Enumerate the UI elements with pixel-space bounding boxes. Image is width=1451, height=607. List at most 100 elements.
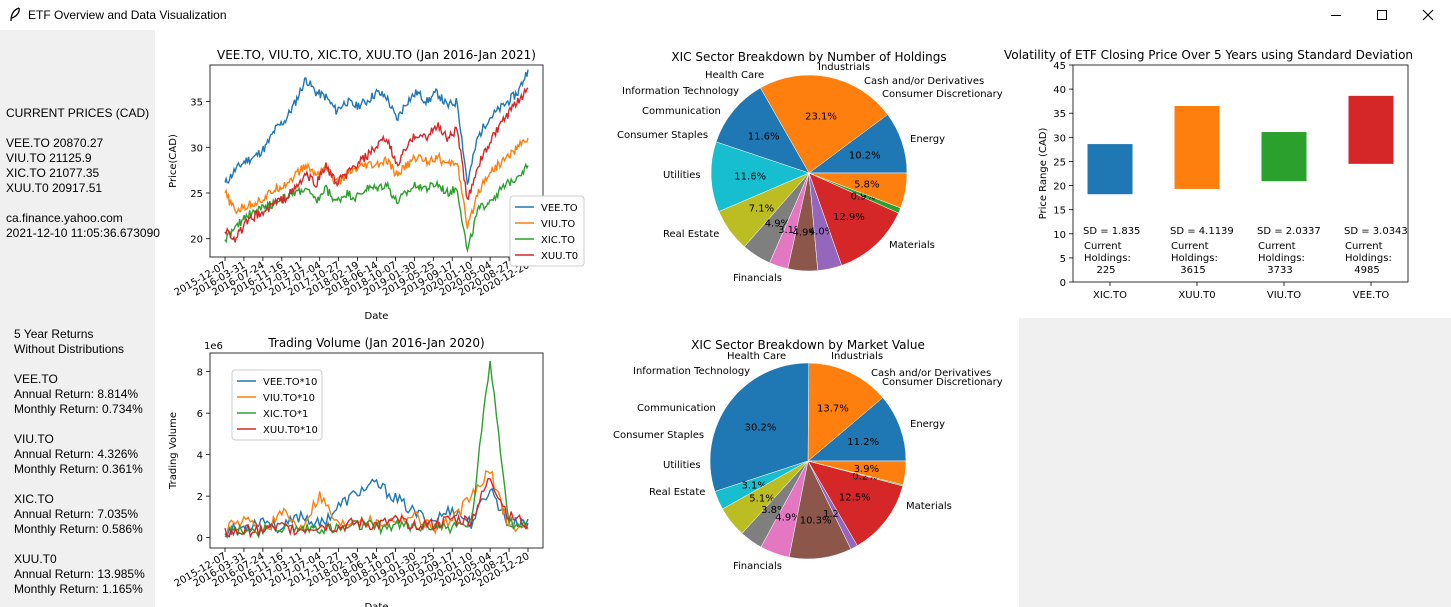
- pie-pct-label: 5.1%: [749, 494, 774, 505]
- pie-pct-label: 4.9%: [792, 228, 817, 239]
- x-tick-label: 2017-10-27: [286, 551, 342, 590]
- chart-title: Trading Volume (Jan 2016-Jan 2020): [267, 336, 484, 350]
- annual-return: Annual Return: 7.035%: [14, 507, 139, 521]
- pie-sector-label: Consumer Staples: [613, 430, 704, 441]
- pie-pct-label: 5.8%: [854, 180, 879, 191]
- legend-box: [509, 195, 585, 267]
- pie-slice-consumer-discretionary: [808, 172, 908, 209]
- volatility-bar-vee-to: [1348, 95, 1394, 164]
- holdings-value: 3615: [1180, 265, 1205, 276]
- monthly-return: Monthly Return: 0.361%: [14, 462, 143, 476]
- y-tick-label: 5: [1060, 254, 1066, 265]
- pie-pct-label: 3.1%: [778, 225, 803, 236]
- legend-box: [231, 369, 323, 441]
- plot-frame: [1072, 64, 1409, 283]
- pie-sector-label: Energy: [910, 134, 945, 145]
- x-tick-label: VEE.TO: [1353, 290, 1390, 301]
- pie-slice-financials: [715, 87, 810, 174]
- x-tick-label: 2018-10-07: [343, 260, 399, 299]
- holdings-label: Current: [1258, 241, 1296, 252]
- legend-label: VIU.TO*10: [263, 393, 315, 404]
- pie-sector-label: Industrials: [818, 62, 870, 73]
- series-line-xuu-t0: [224, 87, 529, 243]
- holdings-label: Holdings:: [1171, 253, 1218, 264]
- x-tick-label: XIC.TO: [1093, 290, 1127, 301]
- series-line-vee-to-10: [224, 478, 529, 539]
- pie-pct-label: 12.5%: [839, 493, 871, 504]
- return-name: XUU.T0: [14, 552, 57, 566]
- series-line-xic-to: [224, 162, 529, 254]
- pie-sector-label: Communication: [642, 106, 721, 117]
- pie-slice-energy: [808, 114, 908, 174]
- pie-sector-label: Communication: [637, 403, 716, 414]
- y-tick-label: 20: [1053, 182, 1066, 193]
- maximize-icon: [1377, 10, 1387, 20]
- series-line-viu-to: [224, 137, 529, 229]
- x-tick-label: 2016-07-24: [211, 551, 267, 590]
- legend-label: VEE.TO*10: [263, 377, 317, 388]
- pie-sector-label: Information Technology: [633, 366, 750, 377]
- y-tick-label: 20: [190, 235, 203, 246]
- price-line: VEE.TO 20870.27: [6, 136, 104, 150]
- x-tick-label: 2019-09-17: [400, 551, 456, 590]
- volatility-bar-viu-to: [1261, 132, 1307, 182]
- holdings-label: Current: [1345, 241, 1383, 252]
- pie-sector-label: Industrials: [831, 351, 883, 362]
- pie-slice-consumer-staples: [744, 172, 810, 264]
- x-tick-label: 2020-01-10: [419, 551, 475, 590]
- x-tick-label: 2018-10-07: [343, 551, 399, 590]
- y-tick-label: 40: [1053, 85, 1066, 96]
- x-tick-label: 2020-01-10: [419, 260, 475, 299]
- pie-pct-label: 11.6%: [748, 132, 780, 143]
- x-tick-label: 2015-12-07: [173, 551, 229, 590]
- pie-sector-label: Consumer Staples: [617, 130, 708, 141]
- pie-pct-label: 30.2%: [745, 422, 777, 433]
- pie-pct-label: 13.7%: [817, 404, 849, 415]
- x-axis-label: Date: [365, 602, 389, 607]
- x-tick-label: 2020-08-27: [457, 260, 513, 299]
- maximize-button[interactable]: [1359, 0, 1405, 30]
- x-tick-label: VIU.TO: [1267, 290, 1301, 301]
- y-tick-label: 35: [190, 98, 203, 109]
- feather-icon: [10, 7, 20, 22]
- pie-pct-label: 4.0%: [809, 226, 834, 237]
- annual-return: Annual Return: 13.985%: [14, 567, 145, 581]
- window-title: ETF Overview and Data Visualization: [28, 8, 227, 22]
- pie-slice-materials: [760, 74, 888, 174]
- x-tick-label: 2018-06-14: [324, 551, 380, 590]
- pie-slice-consumer-discretionary: [807, 460, 907, 486]
- sd-label: SD = 1.835: [1083, 226, 1140, 237]
- y-axis-label: Price Range (CAD): [1038, 128, 1049, 220]
- annual-return: Annual Return: 8.814%: [14, 387, 139, 401]
- x-tick-label: 2017-07-04: [267, 260, 323, 299]
- pie-sector-label: Financials: [733, 561, 782, 572]
- chart-title: VEE.TO, VIU.TO, XIC.TO, XUU.TO (Jan 2016…: [217, 48, 536, 62]
- minimize-icon: [1331, 15, 1341, 16]
- legend-label: XUU.T0*10: [263, 425, 318, 436]
- empty-panel: [1019, 318, 1451, 607]
- x-tick-label: 2019-05-25: [381, 260, 437, 299]
- legend-label: XUU.T0: [541, 251, 578, 262]
- y-tick-label: 0: [197, 534, 203, 545]
- pie-sector-label: Information Technology: [622, 86, 739, 97]
- y-tick-label: 15: [1053, 206, 1066, 217]
- monthly-return: Monthly Return: 1.165%: [14, 582, 143, 596]
- x-tick-label: 2019-01-30: [362, 260, 418, 299]
- return-name: VEE.TO: [14, 372, 58, 386]
- legend-label: XIC.TO*1: [263, 409, 308, 420]
- return-name: XIC.TO: [14, 492, 54, 506]
- price-line: XIC.TO 21077.35: [6, 166, 100, 180]
- series-line-viu-to-10: [224, 470, 529, 538]
- pie-sector-label: Materials: [889, 240, 935, 251]
- holdings-label: Holdings:: [1345, 253, 1392, 264]
- pie-slice-communication: [769, 172, 810, 269]
- annual-return: Annual Return: 4.326%: [14, 447, 139, 461]
- pie-pct-label: 3.1%: [741, 481, 766, 492]
- x-tick-label: 2019-09-17: [400, 260, 456, 299]
- pie-slice-communication: [760, 460, 809, 558]
- pie-slice-utilities: [718, 172, 810, 248]
- series-line-vee-to: [224, 69, 529, 185]
- minimize-button[interactable]: [1313, 0, 1359, 30]
- close-button[interactable]: [1405, 0, 1451, 30]
- x-tick-label: 2016-03-31: [192, 260, 248, 299]
